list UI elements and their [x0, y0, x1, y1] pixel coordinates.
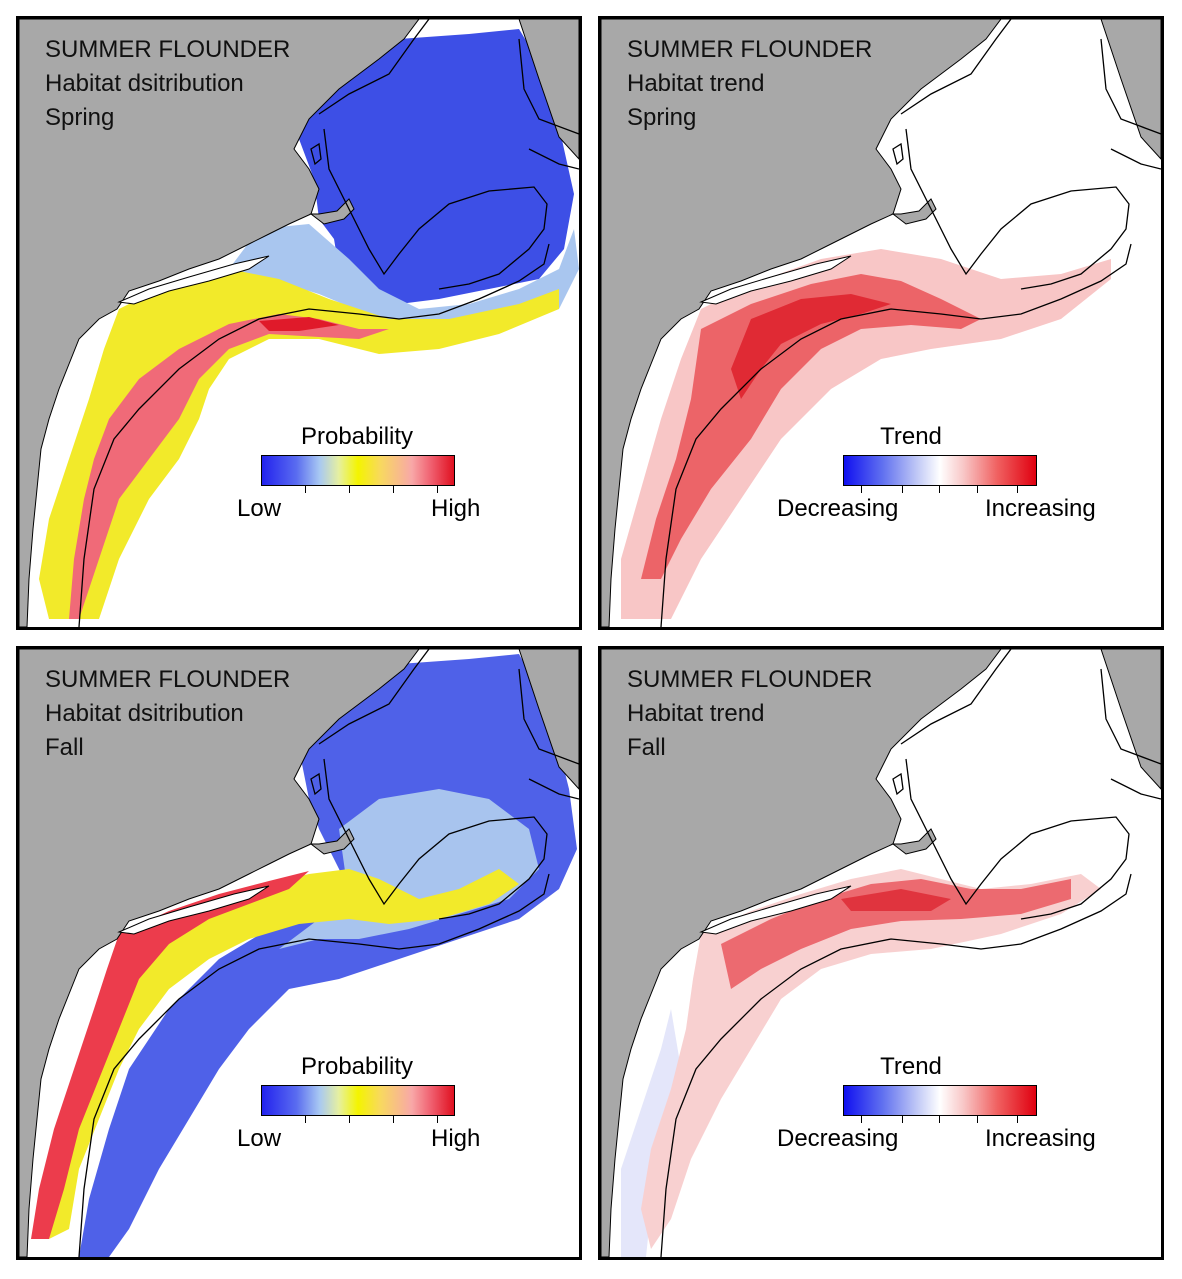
- trend-area-increase: [641, 274, 981, 579]
- legend-tick: [305, 1116, 306, 1123]
- trend-area-strongest: [841, 889, 951, 911]
- legend-tick: [437, 486, 438, 493]
- panel-fall-trend: SUMMER FLOUNDER Habitat trend Fall Trend…: [598, 646, 1164, 1260]
- species-title: SUMMER FLOUNDER: [627, 36, 873, 63]
- legend-tick: [861, 1116, 862, 1123]
- habitat-area-highest: [259, 317, 339, 331]
- legend-colorbar: [843, 1085, 1037, 1116]
- legend-title: Trend: [880, 423, 942, 450]
- legend-high-label: Increasing: [985, 495, 1096, 522]
- season-label: Fall: [627, 734, 666, 761]
- legend-tick: [349, 1116, 350, 1123]
- trend-area-increase: [721, 879, 1071, 989]
- panel-caption: SUMMER FLOUNDER Habitat trend Spring: [627, 33, 872, 135]
- legend-tick: [305, 486, 306, 493]
- map-subtitle: Habitat trend: [627, 700, 765, 727]
- legend-tick: [861, 486, 862, 493]
- panel-caption: SUMMER FLOUNDER Habitat trend Fall: [627, 663, 872, 765]
- habitat-area-high-coastal: [31, 871, 309, 1239]
- probability-legend: Probability Low High: [227, 1053, 487, 1163]
- legend-low-label: Decreasing: [777, 495, 899, 522]
- trend-area-slight-decrease: [621, 1009, 681, 1257]
- panel-spring-trend: SUMMER FLOUNDER Habitat trend Spring Tre…: [598, 16, 1164, 630]
- legend-tick: [977, 486, 978, 493]
- legend-tick: [1017, 1116, 1018, 1123]
- legend-low-label: Low: [237, 1125, 282, 1152]
- legend-colorbar: [261, 455, 455, 486]
- map-subtitle: Habitat dsitribution: [45, 70, 244, 97]
- legend-high-label: High: [431, 495, 481, 522]
- legend-tick: [393, 486, 394, 493]
- habitat-area-low-gulf-of-maine: [299, 29, 574, 304]
- map-spring-distribution: [19, 19, 579, 627]
- species-title: SUMMER FLOUNDER: [627, 666, 873, 693]
- panel-spring-distribution: SUMMER FLOUNDER Habitat dsitribution Spr…: [16, 16, 582, 630]
- legend-colorbar: [261, 1085, 455, 1116]
- trend-area-strongest: [731, 294, 891, 399]
- legend-tick: [393, 1116, 394, 1123]
- habitat-area-medium-band: [49, 869, 519, 1239]
- panel-fall-distribution: SUMMER FLOUNDER Habitat dsitribution Fal…: [16, 646, 582, 1260]
- trend-legend: Trend Decreasing Increasing: [771, 423, 1096, 533]
- map-spring-trend: [601, 19, 1161, 627]
- probability-legend: Probability Low High: [227, 423, 487, 533]
- season-label: Spring: [45, 104, 115, 131]
- legend-low-label: Low: [237, 495, 282, 522]
- legend-tick: [939, 486, 940, 493]
- legend-title: Trend: [880, 1053, 942, 1080]
- season-label: Spring: [627, 104, 697, 131]
- legend-colorbar: [843, 455, 1037, 486]
- map-fall-trend: [601, 649, 1161, 1257]
- trend-legend: Trend Decreasing Increasing: [771, 1053, 1096, 1163]
- legend-tick: [902, 1116, 903, 1123]
- map-subtitle: Habitat dsitribution: [45, 700, 244, 727]
- panel-caption: SUMMER FLOUNDER Habitat dsitribution Spr…: [45, 33, 290, 135]
- legend-title: Probability: [300, 1053, 414, 1080]
- legend-high-label: Increasing: [985, 1125, 1096, 1152]
- legend-tick: [977, 1116, 978, 1123]
- habitat-area-transition: [229, 224, 579, 329]
- panel-caption: SUMMER FLOUNDER Habitat dsitribution Fal…: [45, 663, 290, 765]
- legend-tick: [437, 1116, 438, 1123]
- species-title: SUMMER FLOUNDER: [45, 36, 291, 63]
- habitat-area-high-shelf: [69, 314, 389, 619]
- legend-tick: [902, 486, 903, 493]
- legend-tick: [1017, 486, 1018, 493]
- map-subtitle: Habitat trend: [627, 70, 765, 97]
- legend-title: Probability: [300, 423, 414, 450]
- legend-tick: [939, 1116, 940, 1123]
- legend-high-label: High: [431, 1125, 481, 1152]
- legend-low-label: Decreasing: [777, 1125, 899, 1152]
- species-title: SUMMER FLOUNDER: [45, 666, 291, 693]
- season-label: Fall: [45, 734, 84, 761]
- map-fall-distribution: [19, 649, 579, 1257]
- legend-tick: [349, 486, 350, 493]
